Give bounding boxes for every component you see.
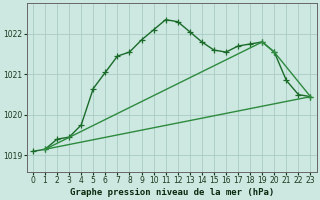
X-axis label: Graphe pression niveau de la mer (hPa): Graphe pression niveau de la mer (hPa) bbox=[69, 188, 274, 197]
